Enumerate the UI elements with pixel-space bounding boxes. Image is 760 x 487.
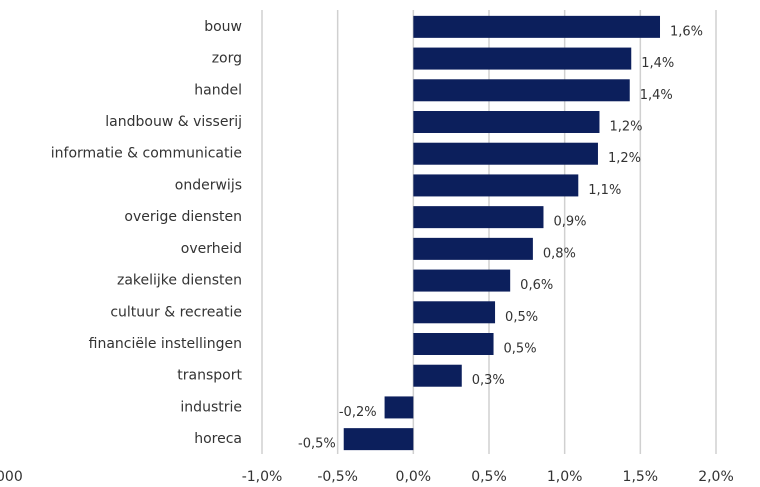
y-tick-label: bouw	[204, 19, 242, 35]
x-tick-label: -1,0%	[242, 469, 283, 485]
y-tick-label: industrie	[180, 399, 242, 415]
value-label: 0,5%	[505, 310, 538, 325]
value-label: 1,4%	[641, 56, 674, 71]
bar	[413, 111, 600, 133]
value-label: 0,3%	[472, 373, 505, 388]
x-tick-label: 2,0%	[698, 469, 734, 485]
y-tick-label: informatie & communicatie	[51, 146, 242, 162]
bar	[413, 79, 630, 102]
y-tick-label: horeca	[194, 431, 242, 447]
y-tick-label: zorg	[212, 51, 242, 67]
value-label: -0,5%	[298, 437, 336, 452]
bar	[343, 428, 414, 451]
value-label: 0,8%	[543, 246, 576, 261]
x-tick-label: 1,5%	[623, 469, 659, 485]
bar	[413, 301, 496, 324]
value-label: -0,2%	[339, 405, 377, 420]
y-tick-label: overige diensten	[124, 209, 242, 225]
y-tick-label: cultuur & recreatie	[110, 304, 242, 320]
cut-off-text: 000	[0, 469, 23, 485]
y-tick-label: financiële instellingen	[89, 336, 242, 352]
x-tick-label: -0,5%	[317, 469, 358, 485]
bar	[384, 396, 414, 419]
x-tick-label: 0,0%	[396, 469, 432, 485]
x-tick-label: 0,5%	[471, 469, 507, 485]
value-label: 1,6%	[670, 24, 703, 39]
bar	[413, 333, 494, 355]
bar	[413, 364, 462, 387]
value-label: 1,1%	[588, 183, 621, 198]
value-label: 0,6%	[520, 278, 553, 293]
value-label: 1,2%	[608, 151, 641, 166]
value-label: 1,2%	[609, 120, 642, 135]
y-tick-label: onderwijs	[175, 177, 242, 193]
y-tick-label: handel	[194, 82, 242, 98]
x-tick-label: 1,0%	[547, 469, 583, 485]
bar	[413, 15, 661, 38]
value-label: 0,5%	[504, 342, 537, 357]
y-tick-label: landbouw & visserij	[105, 114, 242, 130]
value-label: 1,4%	[640, 88, 673, 103]
bar	[413, 47, 632, 70]
bar	[413, 269, 511, 292]
bar	[413, 174, 579, 197]
y-tick-label: overheid	[181, 241, 242, 257]
y-tick-label: transport	[177, 368, 242, 384]
bar	[413, 142, 598, 165]
value-label: 0,9%	[553, 215, 586, 230]
y-tick-label: zakelijke diensten	[117, 273, 242, 289]
bar	[413, 206, 544, 229]
bar	[413, 237, 533, 260]
